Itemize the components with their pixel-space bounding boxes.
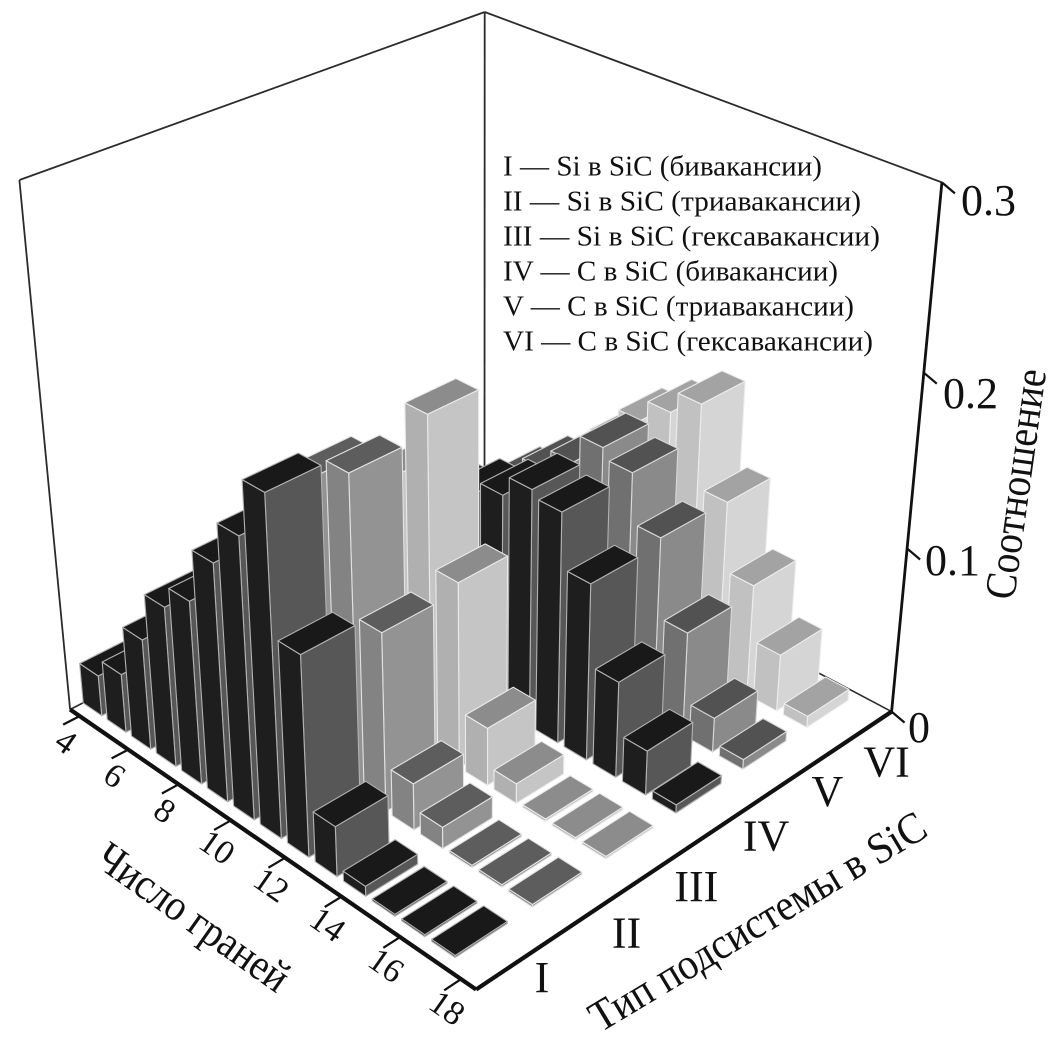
svg-text:I: I [535,953,550,1002]
svg-text:0.3: 0.3 [961,176,1016,225]
svg-text:0.2: 0.2 [943,369,998,418]
svg-text:IV: IV [743,811,790,860]
svg-text:VI — C в SiC (гексавакансии): VI — C в SiC (гексавакансии) [503,326,873,358]
svg-text:II: II [612,909,641,958]
svg-text:V: V [812,767,844,816]
svg-text:III — Si в SiC (гексавакансии): III — Si в SiC (гексавакансии) [503,221,880,253]
svg-text:V — C в SiC (триавакансии): V — C в SiC (триавакансии) [503,291,854,323]
svg-text:IV — C в SiC (бивакансии): IV — C в SiC (бивакансии) [503,256,838,288]
svg-text:0.1: 0.1 [925,536,980,585]
svg-text:0: 0 [908,703,930,752]
svg-text:II — Si в SiC (триавакансии): II — Si в SiC (триавакансии) [503,186,861,218]
svg-text:III: III [674,862,718,911]
svg-text:VI: VI [863,737,909,786]
svg-text:I — Si в SiC (бивакансии): I — Si в SiC (бивакансии) [503,151,822,183]
